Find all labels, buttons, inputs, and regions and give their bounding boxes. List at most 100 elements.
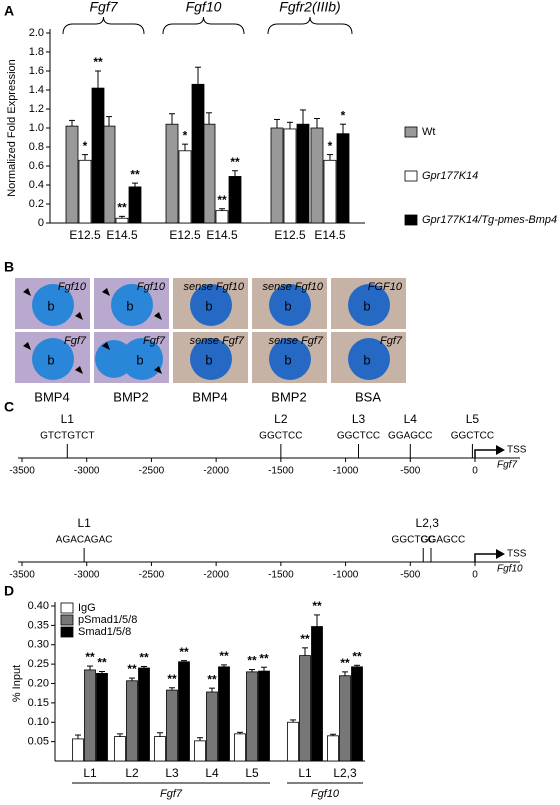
tissue: [190, 284, 232, 326]
significance: **: [300, 632, 310, 646]
significance: **: [259, 651, 269, 665]
significance: **: [247, 654, 257, 668]
x-tick-label: -500: [400, 570, 420, 581]
arrowhead: [102, 288, 110, 296]
panel-letter: A: [4, 3, 14, 19]
group-label: Fgfr2(IIIb): [279, 0, 340, 15]
bar: [234, 733, 246, 762]
probe-label: sense Fgf7: [269, 335, 324, 347]
x-tick-label: -1500: [268, 466, 294, 477]
site-label: L1: [61, 412, 75, 426]
arrowhead: [23, 342, 31, 350]
bar: [115, 217, 129, 224]
probe-label: Fgf10: [58, 281, 87, 293]
group-label: Fgf7: [160, 788, 183, 800]
significance: **: [139, 651, 149, 665]
legend-swatch: [60, 602, 74, 614]
significance: **: [97, 656, 107, 670]
bar: [327, 735, 339, 762]
panel-letter: D: [4, 583, 14, 599]
group-label: Fgf7: [89, 0, 118, 15]
site-sequence: GGCTCC: [337, 431, 380, 442]
x-tick-label: E14.5: [106, 228, 138, 242]
arrowhead: [102, 342, 110, 350]
tissue-label: b: [47, 298, 54, 313]
x-tick-label: L2: [125, 766, 139, 780]
site-label: L3: [352, 412, 366, 426]
bar: [339, 675, 351, 762]
legend-swatch: [60, 626, 74, 638]
x-tick-label: -3000: [74, 466, 100, 477]
y-tick-label: 1.6: [29, 65, 44, 77]
x-tick-label: -2000: [203, 466, 229, 477]
x-tick-label: E12.5: [69, 228, 101, 242]
significance: **: [130, 167, 140, 181]
tissue: [32, 284, 74, 326]
tss-label: TSS: [507, 445, 527, 456]
bar: [246, 671, 258, 762]
y-tick-label: 1.8: [29, 46, 44, 58]
bar: [202, 123, 216, 224]
significance: **: [219, 649, 229, 663]
legend-label: pSmad1/5/8: [78, 614, 137, 626]
significance: *: [328, 139, 333, 153]
bar: [91, 87, 105, 224]
bar: [218, 666, 230, 762]
treatment-label: BSA: [355, 389, 381, 404]
bar: [296, 123, 310, 224]
tissue-label: b: [126, 298, 133, 313]
legend-swatch: [404, 126, 418, 138]
bar: [65, 125, 79, 224]
arrowhead: [23, 288, 31, 296]
panel-letter: B: [4, 259, 14, 275]
probe-label: Fgf10: [137, 281, 166, 293]
treatment-label: BMP2: [113, 389, 148, 404]
significance: *: [341, 108, 346, 122]
site-sequence: GTCTGTCT: [40, 431, 94, 442]
x-tick-label: L1: [83, 766, 97, 780]
site-label: L4: [404, 412, 418, 426]
legend-label: Smad1/5/8: [78, 626, 131, 638]
tss-arrow: [474, 449, 497, 458]
y-tick-label: 2.0: [29, 27, 44, 39]
bar: [336, 133, 350, 224]
arrowhead: [75, 366, 83, 374]
site-sequence: AGACAGAC: [56, 535, 113, 546]
y-tick-label: 0.15: [28, 697, 49, 709]
site-label: L1: [77, 516, 91, 530]
x-tick-label: L4: [205, 766, 219, 780]
bar: [310, 127, 324, 224]
legend-label: IgG: [78, 602, 96, 614]
x-tick-label: -2500: [139, 466, 165, 477]
x-tick-label: L2,3: [333, 766, 357, 780]
bar: [194, 740, 206, 762]
probe-label: sense Fgf7: [190, 335, 245, 347]
site-sequence: GGAGCC: [421, 535, 465, 546]
treatment-label: BMP4: [34, 389, 69, 404]
y-tick-label: 0.20: [28, 677, 49, 689]
bar: [270, 127, 284, 224]
tissue-label: b: [363, 298, 370, 313]
y-tick-label: 1.0: [29, 122, 44, 134]
legend-swatch: [404, 214, 418, 226]
tissue-label: b: [205, 352, 212, 367]
bar: [351, 666, 363, 762]
significance: **: [167, 672, 177, 686]
tissue: [269, 284, 311, 326]
x-tick-label: -1000: [333, 466, 359, 477]
tss-arrowhead: [496, 445, 505, 455]
y-tick-label: 0: [38, 217, 44, 229]
significance: **: [117, 201, 127, 215]
x-tick-label: -500: [400, 466, 420, 477]
y-tick-label: 0.30: [28, 639, 49, 651]
significance: **: [179, 645, 189, 659]
tss-arrowhead: [496, 549, 505, 559]
bar: [206, 691, 218, 762]
probe-label: sense Fgf10: [262, 281, 323, 293]
bar: [72, 738, 84, 762]
legend-label: Gpr177K14/Tg-pmes-Bmp4: [422, 214, 557, 226]
x-tick-label: -1000: [333, 570, 359, 581]
bar: [138, 667, 150, 762]
y-tick-label: 0.2: [29, 198, 44, 210]
